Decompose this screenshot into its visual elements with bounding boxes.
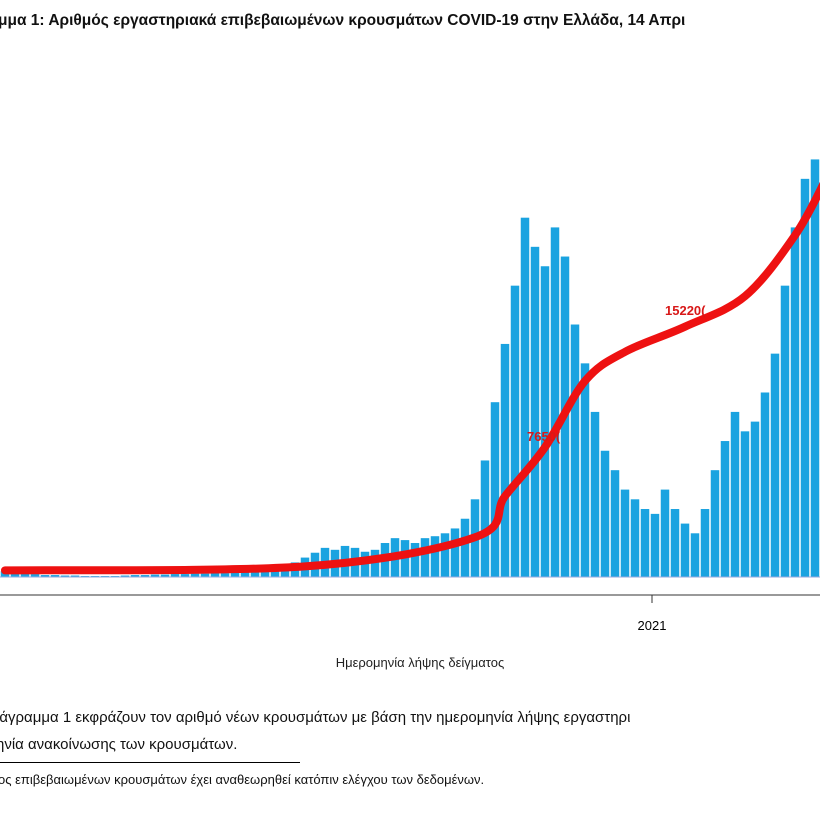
bar xyxy=(150,574,160,577)
bar xyxy=(780,285,790,577)
x-axis-label: Ημερομηνία λήψης δείγματος xyxy=(335,655,505,670)
bar xyxy=(710,470,720,577)
bar xyxy=(630,499,640,577)
bar xyxy=(370,549,380,577)
bar xyxy=(420,538,430,577)
bar xyxy=(210,573,220,577)
bar xyxy=(680,523,690,577)
bar xyxy=(660,489,670,577)
bar xyxy=(530,246,540,578)
bar xyxy=(490,402,500,577)
cumulative-annotation: 15220( xyxy=(665,303,706,318)
bar xyxy=(40,575,50,577)
bar xyxy=(730,411,740,577)
bar xyxy=(70,575,80,577)
bar xyxy=(720,441,730,577)
bar xyxy=(430,536,440,577)
footnote-divider xyxy=(0,762,300,763)
bar xyxy=(30,574,40,577)
bar xyxy=(230,572,240,577)
bar xyxy=(810,159,820,577)
bar xyxy=(270,567,280,577)
cumulative-line xyxy=(1,181,820,575)
bar xyxy=(130,575,140,577)
bar xyxy=(460,518,470,577)
bar xyxy=(480,460,490,577)
x-tick-label: 2021 xyxy=(638,618,667,633)
chart: 2021 7650( 15220( xyxy=(0,159,820,633)
bar xyxy=(800,178,810,577)
bar xyxy=(220,573,230,577)
bar xyxy=(650,513,660,577)
bar xyxy=(510,285,520,577)
bar xyxy=(50,575,60,577)
footnote-line-2: ηνία ανακοίνωσης των κρουσμάτων. xyxy=(0,736,238,753)
chart-title: μμα 1: Αριθμός εργαστηριακά επιβεβαιωμέν… xyxy=(0,12,686,29)
bar xyxy=(600,450,610,577)
bar xyxy=(790,227,800,577)
bar xyxy=(760,392,770,577)
bar xyxy=(620,489,630,577)
bar xyxy=(520,217,530,577)
footnote-line-1: ιάγραμμα 1 εκφράζουν τον αριθμό νέων κρο… xyxy=(0,709,631,726)
cumulative-annotation: 7650( xyxy=(527,429,561,444)
bar xyxy=(550,227,560,577)
footnote-line-3: ος επιβεβαιωμένων κρουσμάτων έχει αναθεω… xyxy=(0,772,485,787)
bar xyxy=(770,353,780,577)
bar xyxy=(570,324,580,577)
bar xyxy=(610,470,620,577)
bar xyxy=(410,543,420,577)
bar xyxy=(250,571,260,577)
bar xyxy=(440,533,450,577)
bar xyxy=(20,573,30,577)
bar xyxy=(740,431,750,577)
bar xyxy=(690,533,700,577)
bar xyxy=(450,528,460,577)
bar xyxy=(180,574,190,577)
bar xyxy=(190,573,200,577)
bar xyxy=(590,411,600,577)
bar xyxy=(60,575,70,577)
bar xyxy=(540,266,550,577)
bar xyxy=(400,540,410,577)
bar xyxy=(750,421,760,577)
bar xyxy=(200,573,210,577)
bar xyxy=(670,509,680,577)
bar xyxy=(640,509,650,577)
bar xyxy=(240,572,250,577)
bar xyxy=(120,575,130,577)
bar xyxy=(160,574,170,577)
bar xyxy=(500,343,510,577)
bar xyxy=(700,509,710,577)
bar xyxy=(260,569,270,577)
bar xyxy=(140,575,150,577)
bar xyxy=(170,574,180,577)
bar xyxy=(580,363,590,577)
